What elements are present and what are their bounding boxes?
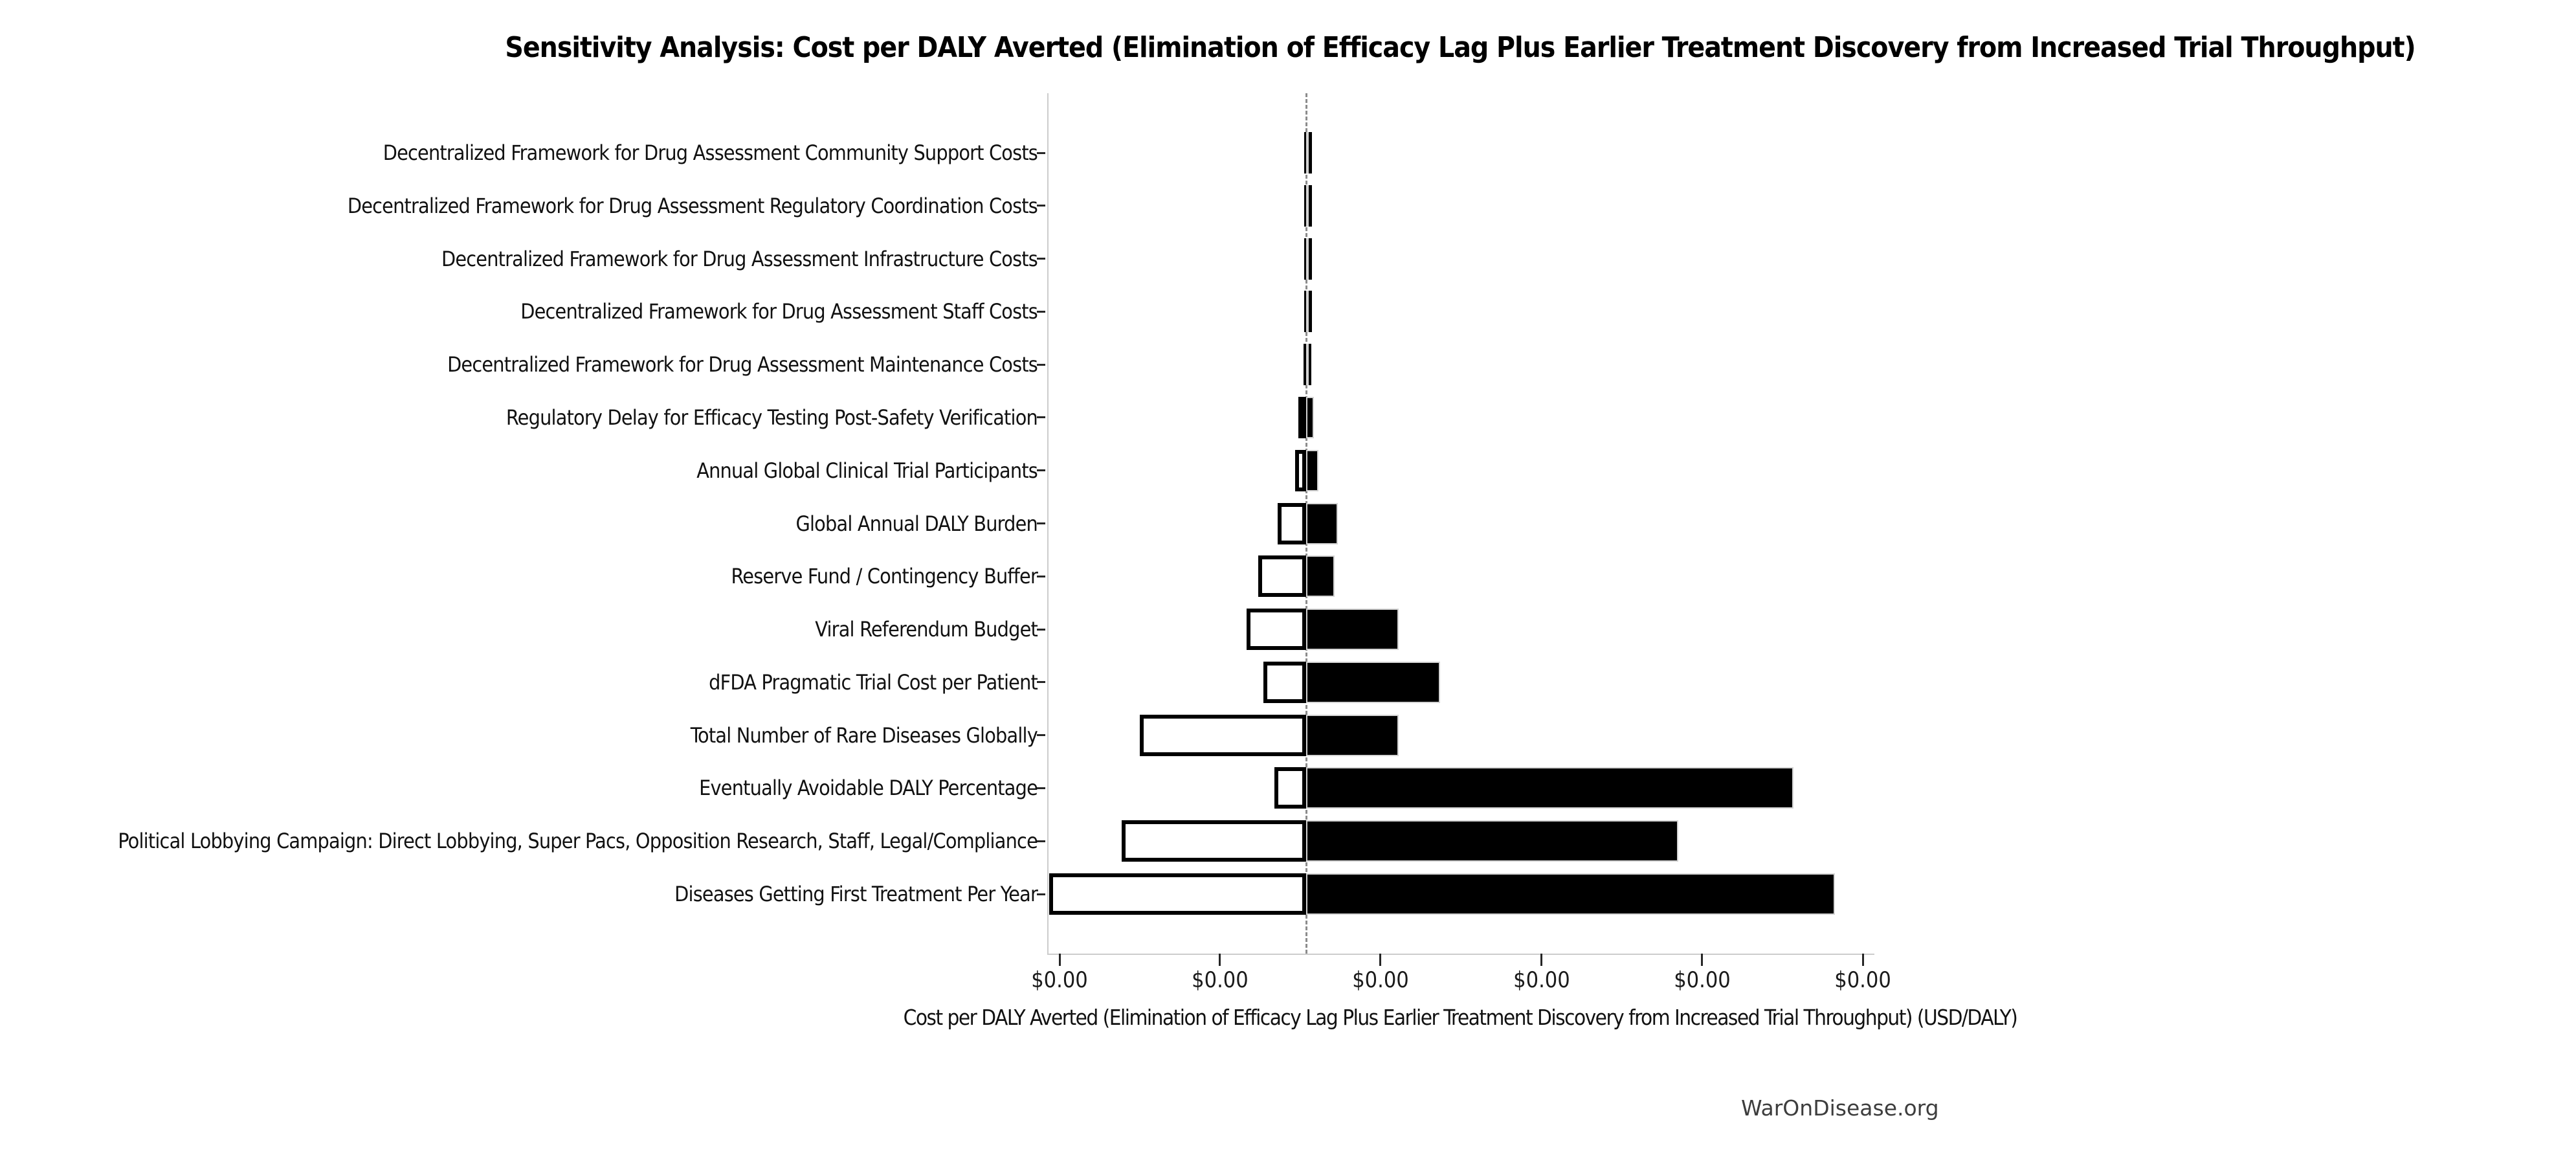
x-axis-tick-label: $0.00 — [1352, 967, 1409, 993]
chart-title: Sensitivity Analysis: Cost per DALY Aver… — [505, 31, 2415, 64]
x-axis-tick — [1540, 954, 1543, 966]
x-axis-tick-label: $0.00 — [1513, 967, 1570, 993]
x-axis-tick — [1219, 954, 1221, 966]
bar-high-segment — [1306, 291, 1309, 333]
y-axis-tick — [1037, 522, 1045, 525]
footer-watermark: WarOnDisease.org — [1741, 1095, 1939, 1121]
bar-low-segment — [1263, 661, 1307, 703]
y-axis-tick — [1037, 893, 1045, 895]
bar-high-segment — [1306, 185, 1309, 227]
y-axis-label: dFDA Pragmatic Trial Cost per Patient — [709, 669, 1038, 695]
y-axis-label: Global Annual DALY Burden — [795, 511, 1038, 536]
bar-low-segment — [1258, 555, 1307, 598]
bar-high-segment — [1306, 502, 1338, 544]
y-axis-tick — [1037, 151, 1045, 154]
y-axis-tick — [1037, 681, 1045, 684]
y-axis-label: Decentralized Framework for Drug Assessm… — [383, 140, 1038, 165]
y-axis-label: Eventually Avoidable DALY Percentage — [699, 776, 1038, 801]
bar-low-segment — [1298, 396, 1307, 438]
y-axis-label: Viral Referendum Budget — [815, 617, 1038, 642]
y-axis-tick — [1037, 628, 1045, 631]
y-axis-tick — [1037, 310, 1045, 313]
y-axis-tick — [1037, 840, 1045, 842]
y-axis-label: Annual Global Clinical Trial Participant… — [696, 458, 1038, 483]
x-axis-tick — [1701, 954, 1704, 966]
y-axis-label: Decentralized Framework for Drug Assessm… — [441, 246, 1038, 271]
bar-high-segment — [1306, 449, 1319, 491]
bar-high-segment — [1306, 238, 1309, 280]
x-axis-spine — [1047, 954, 1874, 955]
bar-low-segment — [1121, 820, 1306, 862]
y-axis-tick — [1037, 363, 1045, 366]
y-axis-tick — [1037, 469, 1045, 472]
y-axis-tick — [1037, 258, 1045, 260]
bar-low-segment — [1295, 449, 1307, 491]
y-axis-label: Reserve Fund / Contingency Buffer — [731, 564, 1038, 589]
y-axis-label: Regulatory Delay for Efficacy Testing Po… — [505, 405, 1038, 430]
bar-high-segment — [1306, 767, 1793, 809]
x-axis-tick — [1379, 954, 1382, 966]
bar-high-segment — [1306, 820, 1678, 862]
y-axis-spine — [1047, 93, 1049, 954]
x-axis-tick — [1861, 954, 1864, 966]
bar-high-segment — [1306, 396, 1314, 438]
bar-high-segment — [1306, 344, 1309, 386]
bar-low-segment — [1274, 767, 1306, 809]
y-axis-label: Decentralized Framework for Drug Assessm… — [447, 352, 1038, 377]
bar-low-segment — [1140, 714, 1307, 756]
bar-high-segment — [1306, 609, 1399, 651]
bar-high-segment — [1306, 873, 1836, 915]
y-axis-tick — [1037, 205, 1045, 207]
y-axis-label: Political Lobbying Campaign: Direct Lobb… — [118, 829, 1038, 854]
x-axis-label: Cost per DALY Averted (Elimination of Ef… — [903, 1005, 2018, 1030]
y-axis-label: Total Number of Rare Diseases Globally — [690, 722, 1038, 748]
bar-high-segment — [1306, 132, 1309, 174]
y-axis-label: Diseases Getting First Treatment Per Yea… — [674, 882, 1038, 907]
y-axis-tick — [1037, 575, 1045, 577]
y-axis-label: Decentralized Framework for Drug Assessm… — [347, 193, 1038, 218]
y-axis-tick — [1037, 787, 1045, 789]
x-axis-tick — [1058, 954, 1061, 966]
bar-low-segment — [1247, 609, 1306, 651]
bar-low-segment — [1049, 873, 1306, 915]
x-axis-tick-label: $0.00 — [1834, 967, 1891, 993]
bar-low-segment — [1278, 502, 1307, 544]
y-axis-tick — [1037, 734, 1045, 737]
y-axis-tick — [1037, 416, 1045, 419]
bar-high-segment — [1306, 714, 1399, 756]
x-axis-tick-label: $0.00 — [1192, 967, 1249, 993]
bar-high-segment — [1306, 555, 1335, 598]
x-axis-tick-label: $0.00 — [1674, 967, 1731, 993]
y-axis-label: Decentralized Framework for Drug Assessm… — [520, 299, 1038, 324]
bar-high-segment — [1306, 661, 1440, 703]
x-axis-tick-label: $0.00 — [1031, 967, 1088, 993]
